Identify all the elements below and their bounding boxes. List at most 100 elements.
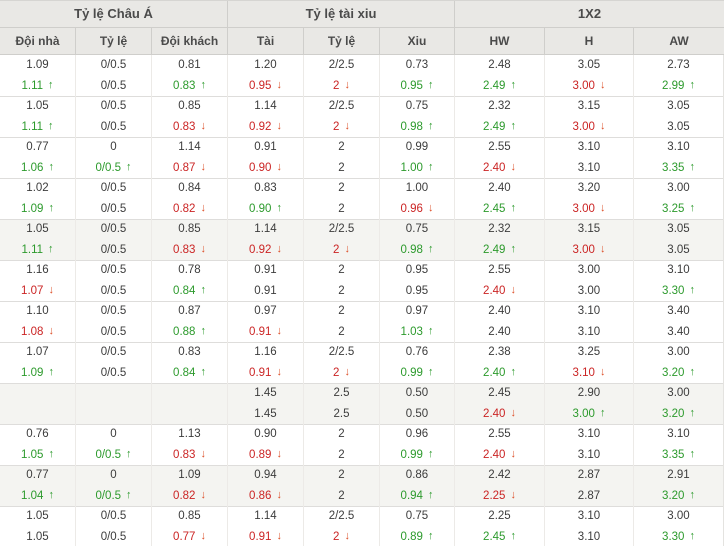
up-arrow-icon: ↑ [48, 243, 54, 256]
down-arrow-icon: ↓ [276, 325, 282, 338]
odds-value: 0/0.5 [100, 346, 127, 359]
down-arrow-icon: ↓ [599, 79, 606, 92]
up-arrow-icon: ↑ [689, 202, 695, 215]
odds-value: 0.91 [249, 530, 272, 543]
odds-cell: 1.05 [0, 526, 76, 546]
up-arrow-icon: ↑ [427, 325, 434, 338]
odds-cell: 0.50 [380, 383, 455, 404]
odds-cell: 0.83 ↓ [152, 444, 228, 465]
odds-cell: 3.35 ↑ [634, 157, 724, 178]
odds-cell: 0.83 ↑ [152, 75, 228, 96]
odds-cell: 0.87 ↓ [152, 157, 228, 178]
bookmaker-odds-group: 1.10 0/0.5 0.87 0.97 2 0.97 2.40 3.10 3.40 1.08 ↓ 0… [0, 301, 724, 342]
up-arrow-icon: ↑ [48, 448, 54, 461]
odds-cell: 0/0.5 ↑ [76, 444, 152, 465]
up-arrow-icon: ↑ [510, 243, 516, 256]
odds-value: 3.10 [667, 428, 690, 441]
bookmaker-odds-group: 0.76 0 1.13 0.90 2 0.96 2.55 3.10 3.10 1.05 ↑ 0/0.5… [0, 424, 724, 465]
odds-cell: 0.95 [380, 280, 455, 301]
odds-value: 2.42 [488, 469, 511, 482]
odds-cell: 0.85 [152, 219, 228, 240]
bookmaker-odds-group: 1.02 0/0.5 0.84 0.83 2 1.00 2.40 3.20 3.00 1.09 ↑ 0… [0, 178, 724, 219]
odds-value: 0.83 [173, 79, 196, 92]
odds-cell: 1.05 [0, 96, 76, 117]
table-column-header-row: Đội nhà Tỷ lệ Đội khách Tài Tỷ lệ Xiu HW… [0, 28, 724, 55]
column-header-over: Tài [228, 28, 304, 55]
odds-value: 3.10 [572, 366, 595, 379]
down-arrow-icon: ↓ [200, 489, 206, 502]
odds-value: 2.55 [488, 141, 511, 154]
odds-cell: 0.91 [228, 137, 304, 158]
odds-value: 0.75 [405, 223, 429, 236]
up-arrow-icon: ↑ [200, 284, 206, 297]
odds-value: 3.30 [662, 284, 685, 297]
odds-value: 3.00 [667, 387, 690, 400]
odds-value: 2.48 [488, 59, 511, 72]
down-arrow-icon: ↓ [48, 284, 54, 297]
odds-cell: 0.94 ↑ [380, 485, 455, 506]
odds-value: 2 [338, 182, 345, 195]
odds-cell: 1.11 ↑ [0, 75, 76, 96]
odds-value: 0.78 [178, 264, 201, 277]
odds-cell: 1.14 [228, 96, 304, 117]
odds-cell: 0.96 ↓ [380, 198, 455, 219]
live-odds-row: 1.06 ↑ 0/0.5 ↑ 0.87 ↓ 0.90 ↓ 2 1.00 ↑ 2.40 ↓ 3.10 3.35… [0, 157, 724, 178]
odds-value: 0.99 [400, 366, 423, 379]
odds-value: 3.00 [572, 243, 595, 256]
odds-value: 0/0.5 [100, 264, 127, 277]
odds-cell: 3.05 [634, 219, 724, 240]
odds-cell: 0.76 [380, 342, 455, 363]
odds-cell: 0.91 [228, 280, 304, 301]
odds-cell: 1.06 ↑ [0, 157, 76, 178]
odds-cell: 1.16 [0, 260, 76, 281]
odds-cell: 3.20 ↑ [634, 485, 724, 506]
odds-value: 3.00 [572, 202, 595, 215]
up-arrow-icon: ↑ [126, 161, 132, 174]
live-odds-row: 1.08 ↓ 0/0.5 0.88 ↑ 0.91 ↓ 2 1.03 ↑ 2.40 3.10 3.40 [0, 321, 724, 342]
odds-value: 2.91 [667, 469, 690, 482]
odds-cell: 2 [304, 485, 380, 506]
odds-value: 0.81 [178, 59, 201, 72]
down-arrow-icon: ↓ [510, 161, 516, 174]
odds-value: 1.10 [26, 305, 49, 318]
odds-value: 3.35 [662, 448, 685, 461]
odds-cell: 0/0.5 ↑ [76, 485, 152, 506]
odds-cell: 2 [304, 157, 380, 178]
odds-cell: 0.77 [0, 137, 76, 158]
odds-cell: 2.40 ↓ [455, 280, 545, 301]
odds-value: 3.10 [577, 161, 601, 174]
odds-cell: 2 [304, 137, 380, 158]
odds-cell: 2 ↓ [304, 239, 380, 260]
odds-value: 1.09 [21, 202, 44, 215]
live-odds-row: 1.04 ↑ 0/0.5 ↑ 0.82 ↓ 0.86 ↓ 2 0.94 ↑ 2.25 ↓ 2.87 3.20… [0, 485, 724, 506]
odds-cell: 0.98 ↑ [380, 239, 455, 260]
odds-value: 2.55 [488, 264, 511, 277]
odds-value: 0/0.5 [100, 530, 127, 543]
live-odds-row: 1.09 ↑ 0/0.5 0.84 ↑ 0.91 ↓ 2 ↓ 0.99 ↑ 2.40 ↑ 3.10 ↓ 3.2… [0, 362, 724, 383]
live-odds-row: 1.05 0/0.5 0.77 ↓ 0.91 ↓ 2 ↓ 0.89 ↑ 2.45 ↑ 3.10 3.30 ↑ [0, 526, 724, 546]
odds-cell: 3.05 [634, 116, 724, 137]
down-arrow-icon: ↓ [510, 489, 516, 502]
odds-value: 3.10 [577, 428, 601, 441]
odds-value: 0/0.5 [95, 161, 122, 174]
odds-value: 2/2.5 [328, 510, 355, 523]
odds-value: 3.00 [667, 510, 690, 523]
odds-cell: 0.94 [228, 465, 304, 486]
odds-value: 2/2.5 [328, 346, 355, 359]
down-arrow-icon: ↓ [200, 202, 206, 215]
odds-cell: 0.99 ↑ [380, 362, 455, 383]
down-arrow-icon: ↓ [276, 530, 282, 543]
odds-cell: 0.83 ↓ [152, 116, 228, 137]
odds-value: 0.87 [178, 305, 201, 318]
up-arrow-icon: ↑ [48, 79, 54, 92]
column-header-ou-line: Tỷ lệ [304, 28, 380, 55]
odds-value: 0.92 [249, 243, 272, 256]
odds-value: 0.84 [173, 366, 196, 379]
odds-cell: 1.07 [0, 342, 76, 363]
odds-cell: 0.88 ↑ [152, 321, 228, 342]
bookmaker-odds-group: 1.16 0/0.5 0.78 0.91 2 0.95 2.55 3.00 3.10 1.07 ↓ 0… [0, 260, 724, 301]
odds-value: 2.49 [483, 243, 506, 256]
odds-cell: 1.05 [0, 506, 76, 527]
odds-value: 2 [338, 264, 345, 277]
odds-cell: 2.49 ↑ [455, 75, 545, 96]
